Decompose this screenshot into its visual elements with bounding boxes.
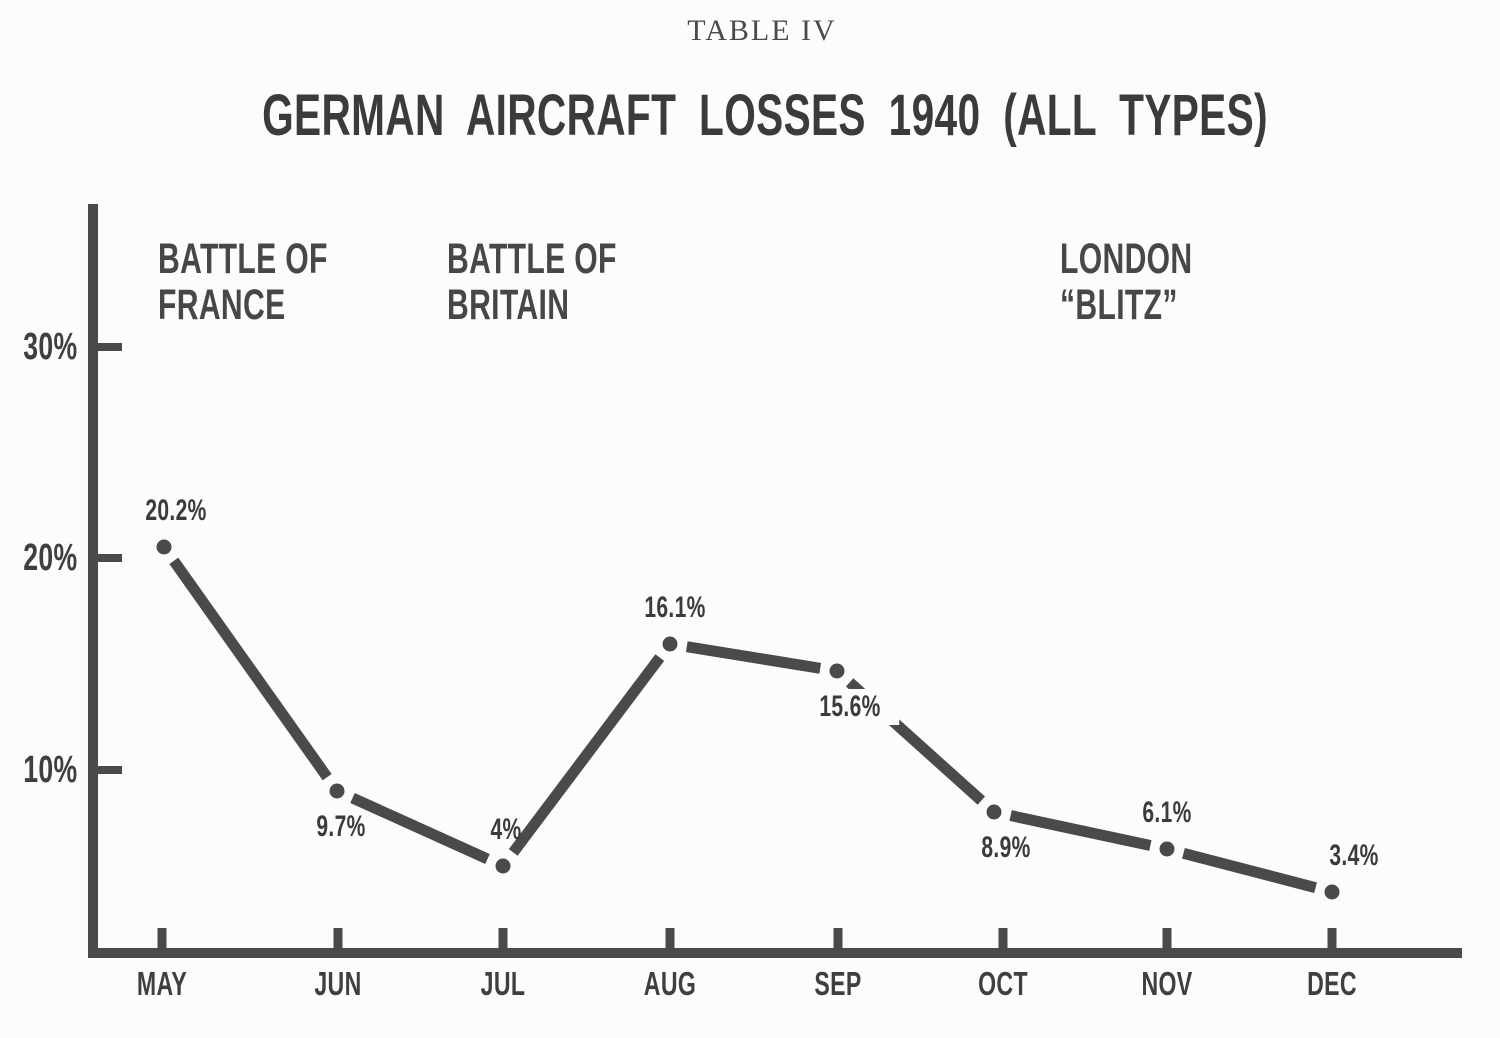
x-axis-month-label: DEC <box>1296 967 1367 1001</box>
period-annotation-line: FRANCE <box>158 282 401 328</box>
x-axis-month-label: AUG <box>633 967 708 1001</box>
chart-title-text: GERMAN AIRCRAFT LOSSES 1940 (ALL TYPES) <box>262 83 1268 148</box>
data-point-label-text: 16.1% <box>644 591 706 624</box>
y-axis-tick <box>97 766 122 774</box>
data-point-dot <box>329 783 345 799</box>
x-axis-month-label: NOV <box>1130 967 1203 1001</box>
x-axis-month-label: JUN <box>304 967 372 1001</box>
chart-line-segment <box>685 641 822 674</box>
chart-line-segment <box>1182 847 1317 894</box>
period-annotation: BATTLE OF BRITAIN <box>447 236 690 328</box>
x-axis-tick <box>333 928 343 948</box>
data-point-dot <box>156 539 172 555</box>
period-annotation-text: FRANCE <box>158 281 286 329</box>
table-caption: TABLE IV <box>687 14 837 47</box>
y-axis-line <box>88 204 98 958</box>
period-annotation-text: “BLITZ” <box>1060 281 1178 329</box>
period-annotation-line: BATTLE OF <box>158 236 401 282</box>
x-axis-month-label: SEP <box>804 967 872 1001</box>
data-point-dot <box>1159 841 1175 857</box>
y-axis-tick-label-text: 20% <box>23 537 78 579</box>
data-point-label: 16.1% <box>631 592 719 624</box>
x-axis-tick <box>1162 928 1172 948</box>
y-axis-tick-label: 30% <box>0 327 78 367</box>
data-point-label: 8.9% <box>971 832 1041 864</box>
period-annotation-text: BATTLE OF <box>158 235 328 283</box>
chart-line-segment <box>169 557 332 781</box>
data-point-dot <box>495 858 511 874</box>
period-annotation: BATTLE OF FRANCE <box>158 236 401 328</box>
y-axis-tick <box>97 343 122 351</box>
data-point-label: 15.6% <box>801 689 899 725</box>
period-annotation-line: BRITAIN <box>447 282 690 328</box>
data-point-label: 9.7% <box>306 811 376 843</box>
x-axis-month-label: MAY <box>126 967 198 1001</box>
y-axis-tick-label-text: 30% <box>23 326 78 368</box>
x-axis-month-label-text: NOV <box>1141 965 1193 1002</box>
x-axis-tick <box>1327 928 1337 948</box>
y-axis-tick-label-text: 10% <box>23 749 78 791</box>
x-axis-month-label-text: AUG <box>643 965 697 1002</box>
chart-title: GERMAN AIRCRAFT LOSSES 1940 (ALL TYPES) <box>47 86 1484 146</box>
x-axis-tick <box>157 928 167 948</box>
x-axis-month-label-text: MAY <box>136 965 188 1002</box>
x-axis-month-label: JUL <box>471 967 535 1001</box>
x-axis-month-label: OCT <box>967 967 1038 1001</box>
chart-line-segment <box>350 792 490 865</box>
data-point-label-text: 4% <box>490 813 522 846</box>
x-axis-month-label-text: DEC <box>1307 965 1357 1002</box>
data-point-label-text: 9.7% <box>316 810 366 843</box>
chart-line-segment <box>1009 810 1152 851</box>
period-annotation-line: “BLITZ” <box>1060 282 1249 328</box>
data-point-label: 6.1% <box>1132 797 1202 829</box>
y-axis-tick-label: 20% <box>0 538 78 578</box>
x-axis-month-label-text: SEP <box>814 965 862 1002</box>
period-annotation-line: LONDON <box>1060 236 1249 282</box>
y-axis-tick-label: 10% <box>0 750 78 790</box>
x-axis-tick <box>665 928 675 948</box>
x-axis-tick <box>498 928 508 948</box>
data-point-label: 3.4% <box>1319 840 1389 872</box>
period-annotation-text: BATTLE OF <box>447 235 617 283</box>
data-point-dot <box>662 636 678 652</box>
y-axis-tick <box>97 554 122 562</box>
x-axis-tick <box>998 928 1008 948</box>
data-point-dot <box>986 804 1002 820</box>
period-annotation: LONDON “BLITZ” <box>1060 236 1249 328</box>
x-axis-month-label-text: JUN <box>314 965 362 1002</box>
data-point-label: 4% <box>484 814 528 846</box>
data-point-label-text: 20.2% <box>145 494 207 527</box>
period-annotation-line: BATTLE OF <box>447 236 690 282</box>
x-axis-tick <box>833 928 843 948</box>
chart-line-segment <box>508 654 665 856</box>
period-annotation-text: BRITAIN <box>447 281 570 329</box>
data-point-label-text: 15.6% <box>819 690 881 723</box>
x-axis-month-label-text: JUL <box>480 965 526 1002</box>
x-axis-month-label-text: OCT <box>978 965 1028 1002</box>
data-point-dot <box>829 663 845 679</box>
data-point-dot <box>1324 884 1340 900</box>
data-point-label-text: 8.9% <box>981 831 1031 864</box>
data-point-label-text: 6.1% <box>1142 796 1192 829</box>
data-point-label-text: 3.4% <box>1329 839 1379 872</box>
period-annotation-text: LONDON <box>1060 235 1193 283</box>
data-point-label: 20.2% <box>132 495 220 527</box>
x-axis-line <box>88 948 1462 958</box>
